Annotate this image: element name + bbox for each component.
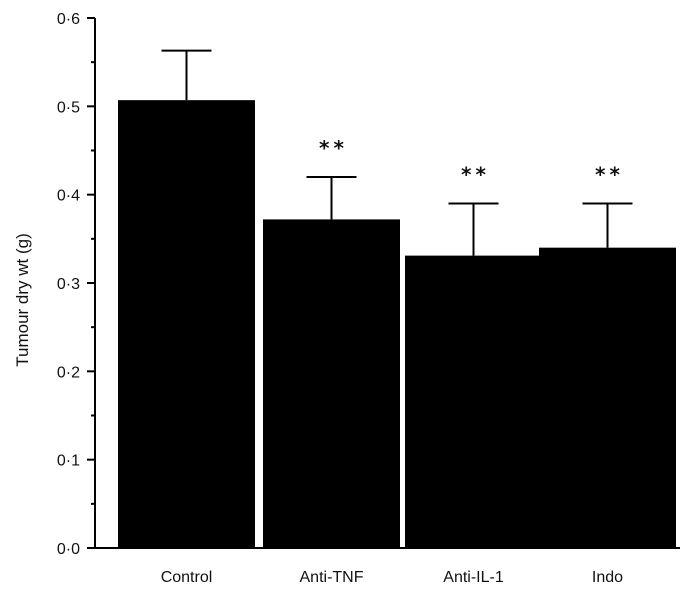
y-tick-label: 0·2 xyxy=(57,364,80,381)
significance-label: ** xyxy=(595,163,624,187)
bar-anti-il-1 xyxy=(405,255,542,548)
bar-indo xyxy=(539,247,676,548)
y-ticks: 0·0 0·1 0·2 0·3 0·4 0·5 0·6 xyxy=(57,11,95,558)
category-label: Anti-IL-1 xyxy=(443,569,504,586)
category-labels: Control Anti-TNF Anti-IL-1 Indo xyxy=(161,569,623,586)
y-tick-label: 0·5 xyxy=(57,99,80,116)
y-tick-label: 0·1 xyxy=(57,453,80,470)
bar-anti-tnf xyxy=(263,219,400,548)
category-label: Control xyxy=(161,569,213,586)
significance-label: ** xyxy=(319,136,348,160)
category-label: Anti-TNF xyxy=(300,569,364,586)
y-tick-label: 0·4 xyxy=(57,188,80,205)
category-label: Indo xyxy=(592,569,623,586)
significance-markers: ** ** ** xyxy=(319,136,624,187)
significance-label: ** xyxy=(461,163,490,187)
y-tick-label: 0·0 xyxy=(57,541,80,558)
bar-control xyxy=(118,100,255,549)
bars xyxy=(118,100,676,549)
y-tick-label: 0·6 xyxy=(57,11,80,28)
error-bars xyxy=(161,49,633,256)
y-axis-title: Tumour dry wt (g) xyxy=(13,233,32,367)
y-tick-label: 0·3 xyxy=(57,276,80,293)
